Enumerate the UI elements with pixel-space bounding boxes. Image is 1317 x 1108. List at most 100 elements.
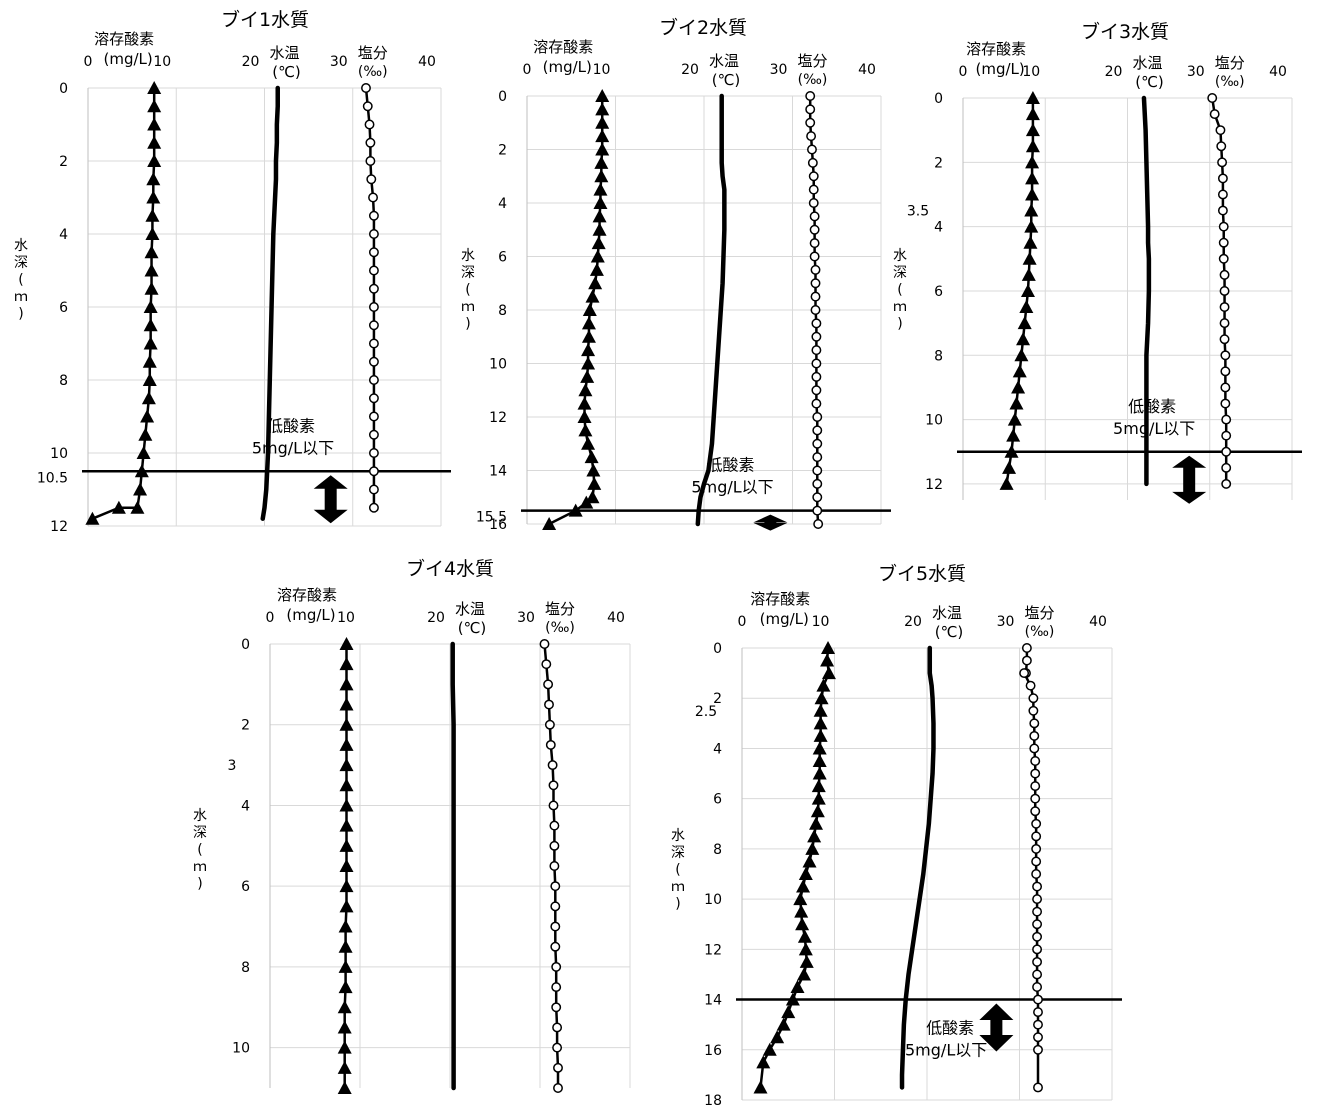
do-point	[1021, 267, 1036, 281]
x-tick-label: 40	[1089, 614, 1107, 630]
series-salinity	[539, 639, 563, 1093]
x-tick-label: 30	[997, 614, 1015, 630]
x-tick-label: 0	[266, 610, 275, 626]
salinity-point	[810, 264, 821, 275]
x-tick-label: 30	[770, 62, 788, 78]
do-point	[595, 102, 610, 116]
do-point	[1014, 348, 1029, 362]
salinity-point	[1033, 1007, 1043, 1018]
x-tick-label: 40	[418, 54, 436, 70]
y-tick-label: 2	[934, 155, 943, 171]
salinity-point	[1032, 906, 1043, 917]
do-point	[588, 276, 603, 290]
temp-axis-label: 水温	[269, 44, 299, 62]
temp-unit-label: (℃)	[935, 623, 964, 641]
do-point	[133, 482, 148, 496]
do-axis-label: 溶存酸素	[750, 590, 810, 608]
do-point	[579, 495, 594, 509]
do-point	[1023, 235, 1038, 249]
do-point	[142, 354, 157, 368]
salinity-point	[1030, 756, 1041, 766]
y-axis-label: 水深(ｍ)	[14, 238, 28, 322]
salinity-point	[1215, 125, 1226, 136]
do-point	[594, 155, 609, 169]
do-point	[143, 318, 158, 332]
salinity-point	[811, 318, 822, 329]
y-tick-label: 2	[713, 691, 722, 707]
salinity-point	[368, 302, 379, 312]
y-tick-label: 8	[934, 348, 943, 364]
do-axis-label: 溶存酸素	[277, 586, 337, 604]
do-point	[999, 476, 1014, 490]
salinity-point	[548, 800, 559, 811]
do-point	[595, 129, 610, 143]
do-point	[812, 754, 827, 767]
do-point	[785, 992, 800, 1006]
salinity-point	[368, 247, 379, 258]
hypoxia-depth-label: 10.5	[37, 470, 68, 486]
do-point	[753, 1080, 768, 1094]
y-tick-label: 4	[934, 220, 943, 236]
do-point	[580, 369, 595, 383]
do-point	[1002, 460, 1017, 474]
salinity-point	[808, 198, 819, 208]
salinity-point	[1032, 944, 1043, 955]
x-tick-label: 0	[959, 64, 968, 80]
do-point	[339, 859, 354, 872]
salinity-point	[1033, 1019, 1043, 1030]
salinity-point	[1221, 462, 1232, 473]
salinity-point	[1221, 430, 1232, 441]
hypoxia-double-arrow-icon	[313, 475, 348, 524]
salinity-point	[1028, 693, 1039, 704]
do-point	[143, 300, 158, 313]
series-line	[899, 645, 936, 1090]
do-point	[811, 779, 826, 793]
x-tick-label: 40	[858, 62, 876, 78]
y-axis-label: 水深(ｍ)	[461, 248, 475, 332]
salinity-point	[812, 478, 823, 489]
salinity-point	[810, 305, 821, 315]
salinity-point	[549, 820, 560, 831]
salinity-point	[1219, 318, 1230, 329]
temp-unit-label: (℃)	[458, 619, 487, 637]
do-point	[581, 436, 596, 450]
series-water-temperature	[450, 641, 456, 1091]
do-point	[338, 919, 353, 933]
do-point	[798, 867, 813, 880]
salinity-point	[805, 91, 816, 101]
salinity-point	[368, 411, 379, 422]
salinity-point	[812, 452, 823, 463]
hypoxia-threshold-label: 5mg/L以下	[691, 478, 773, 497]
series-salinity	[1207, 93, 1232, 489]
do-point	[85, 511, 100, 525]
do-point	[147, 154, 162, 167]
y-axis-label: 水深(ｍ)	[193, 808, 207, 892]
salinity-point	[550, 881, 561, 892]
do-point	[793, 892, 808, 906]
x-tick-label: 20	[681, 62, 699, 78]
salinity-point	[545, 739, 556, 750]
do-point	[145, 227, 160, 240]
salinity-point	[1218, 221, 1229, 232]
salinity-point	[805, 117, 816, 128]
salinity-point	[544, 699, 554, 710]
do-point	[821, 666, 836, 680]
do-point	[147, 99, 162, 113]
salinity-point	[541, 659, 552, 670]
do-point	[799, 954, 814, 968]
series-line	[364, 86, 376, 509]
salinity-point	[1030, 768, 1041, 779]
salinity-point	[368, 393, 379, 404]
do-point	[585, 289, 600, 303]
do-unit-label: (mg/L)	[104, 50, 153, 68]
hypoxia-threshold-label: 5mg/L以下	[252, 438, 334, 457]
do-point	[337, 1000, 352, 1014]
salinity-point	[1217, 189, 1228, 200]
y-tick-label: 4	[498, 196, 507, 212]
do-point	[812, 766, 827, 780]
salinity-point	[365, 137, 376, 148]
do-point	[794, 904, 809, 918]
salinity-point	[552, 1042, 563, 1053]
do-point	[339, 737, 354, 751]
salinity-point	[1030, 781, 1041, 792]
